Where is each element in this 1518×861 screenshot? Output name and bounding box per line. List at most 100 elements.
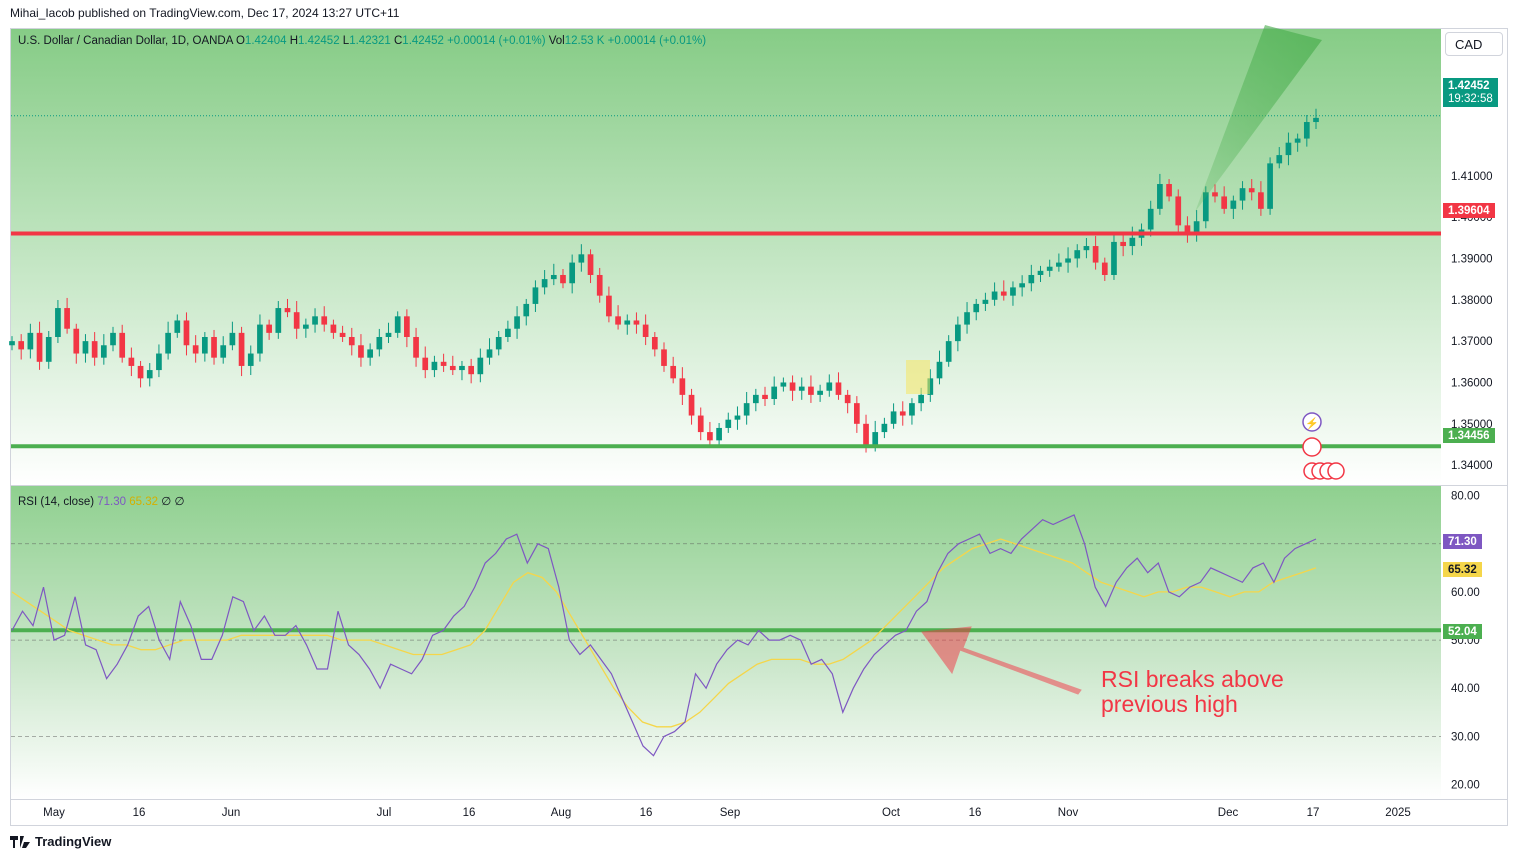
rsi-level-label: 52.04 bbox=[1443, 624, 1482, 639]
us-flag-icon bbox=[1302, 437, 1322, 457]
candle-body bbox=[192, 345, 199, 354]
annotation-line-1: RSI breaks above bbox=[1101, 666, 1284, 692]
rsi-axis-tick: 60.00 bbox=[1451, 587, 1480, 599]
publish-info: Mihai_Iacob published on TradingView.com… bbox=[10, 6, 400, 20]
candle-body bbox=[82, 341, 89, 354]
open-value: 1.42404 bbox=[244, 35, 287, 47]
candle-body bbox=[1083, 246, 1090, 251]
rsi-axis-tick: 20.00 bbox=[1451, 780, 1480, 792]
price-axis-tick: 1.38000 bbox=[1451, 295, 1493, 307]
candle-body bbox=[725, 419, 732, 428]
annotation-line-2: previous high bbox=[1101, 691, 1238, 717]
tradingview-logo-icon bbox=[10, 835, 30, 848]
candle-body bbox=[1120, 241, 1127, 247]
candle-body bbox=[955, 324, 961, 342]
symbol-title: U.S. Dollar / Canadian Dollar, 1D, OANDA bbox=[18, 35, 233, 47]
candle-body bbox=[532, 287, 539, 304]
candle-body bbox=[1212, 192, 1218, 197]
candle-body bbox=[266, 324, 272, 333]
candle-body bbox=[596, 274, 603, 296]
footer-brand-text: TradingView bbox=[35, 834, 112, 849]
candle-body bbox=[45, 336, 52, 362]
support-price-label: 1.34456 bbox=[1443, 428, 1495, 443]
candle-body bbox=[165, 332, 171, 354]
candle-body bbox=[413, 336, 419, 358]
x-axis-tick: 16 bbox=[969, 807, 982, 819]
candle-body bbox=[1230, 200, 1237, 209]
candle-body bbox=[752, 394, 759, 404]
candle-body bbox=[789, 382, 796, 391]
candle-body bbox=[651, 336, 658, 350]
candle-body bbox=[1313, 117, 1319, 123]
candle-body bbox=[853, 403, 860, 424]
close-label: C bbox=[393, 35, 403, 47]
candle-body bbox=[716, 427, 722, 441]
candle-body bbox=[1074, 250, 1081, 259]
candle-body bbox=[55, 308, 61, 337]
candle-body bbox=[18, 341, 25, 350]
candle-body bbox=[909, 403, 915, 416]
candle-body bbox=[1193, 221, 1200, 234]
candle-body bbox=[578, 254, 585, 263]
candle-body bbox=[64, 308, 70, 329]
drawings[interactable]: ⚡ bbox=[906, 25, 1345, 695]
candle-body bbox=[394, 316, 401, 333]
candle-body bbox=[275, 308, 282, 333]
rsi-extra-1: ∅ bbox=[161, 496, 172, 508]
bar-countdown: 19:32:58 bbox=[1448, 92, 1493, 105]
x-axis-tick: Jul bbox=[377, 807, 392, 819]
chart-frame bbox=[10, 28, 1508, 826]
volume-value: 12.53 K bbox=[564, 35, 605, 47]
candle-body bbox=[100, 345, 107, 358]
candle-body bbox=[734, 415, 741, 420]
candle-body bbox=[762, 394, 768, 400]
x-axis-tick: 16 bbox=[640, 807, 653, 819]
candle-body bbox=[514, 316, 520, 329]
candle-body bbox=[1157, 184, 1163, 209]
price-axis-tick: 1.39000 bbox=[1451, 253, 1493, 265]
currency-button[interactable]: CAD bbox=[1445, 32, 1503, 56]
rsi-annotation-arrow bbox=[921, 626, 1082, 695]
candle-body bbox=[174, 320, 181, 333]
rsi-ma-legend-value: 65.32 bbox=[129, 496, 159, 508]
candle-body bbox=[1248, 188, 1255, 193]
candle-body bbox=[688, 394, 695, 416]
candle-body bbox=[303, 324, 309, 329]
candle-body bbox=[201, 336, 208, 354]
candle-body bbox=[220, 345, 227, 358]
rsi-ma-line bbox=[11, 538, 1317, 728]
candle-body bbox=[872, 432, 879, 445]
candle-body bbox=[422, 357, 429, 371]
open-label: O bbox=[235, 35, 245, 47]
rsi-pane-bg bbox=[11, 486, 1441, 799]
candle-body bbox=[1092, 246, 1099, 263]
candle-body bbox=[293, 312, 300, 329]
candle-body bbox=[238, 332, 245, 366]
low-label: L bbox=[342, 35, 350, 47]
candle-body bbox=[339, 332, 346, 337]
candle-body bbox=[1028, 274, 1035, 284]
candle-body bbox=[918, 394, 924, 404]
trend-arrow bbox=[1195, 25, 1322, 212]
candle-body bbox=[1184, 225, 1191, 234]
candle-body bbox=[1111, 241, 1117, 275]
candle-body bbox=[936, 361, 943, 379]
rsi-title: RSI (14, close) bbox=[18, 496, 95, 508]
candle-body bbox=[229, 332, 236, 346]
breakout-highlight-box bbox=[906, 360, 930, 394]
candle-body bbox=[541, 279, 548, 288]
candle-body bbox=[1267, 163, 1273, 209]
candle-body bbox=[1056, 262, 1062, 267]
candle-body bbox=[385, 332, 392, 337]
candle-body bbox=[697, 415, 704, 433]
candle-body bbox=[257, 324, 263, 354]
candle-body bbox=[156, 353, 162, 371]
price-axis-tick: 1.41000 bbox=[1451, 171, 1493, 183]
candle-body bbox=[780, 382, 787, 387]
candle-body bbox=[348, 336, 355, 346]
last-price-label: 1.42452 19:32:58 bbox=[1443, 78, 1498, 107]
x-axis-tick: Sep bbox=[720, 807, 740, 819]
candle-body bbox=[495, 336, 502, 350]
candle-body bbox=[798, 386, 805, 391]
